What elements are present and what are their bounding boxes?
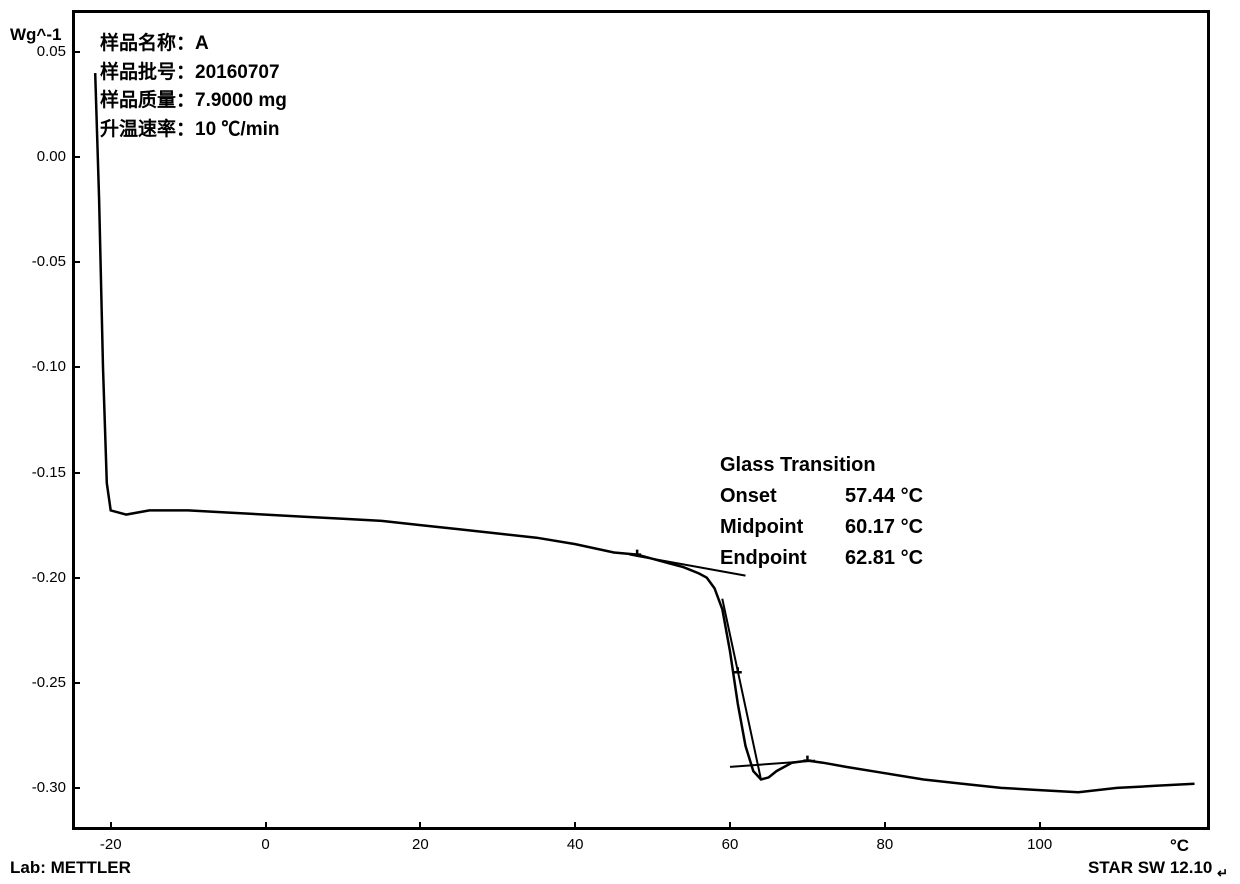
y-tick-label: -0.30 [18, 779, 66, 796]
transition-value: 60.17 °C [845, 512, 923, 543]
footer-lab-label: Lab: METTLER [10, 858, 131, 878]
y-tick-mark [72, 472, 80, 474]
sample-info-value: 20160707 [195, 62, 280, 83]
x-tick-mark [884, 822, 886, 830]
transition-marker [803, 756, 811, 762]
tangent-line [722, 599, 761, 780]
dsc-chart-container: Wg^-1 0.05 0.00 -0.05 -0.10 -0.15 -0.20 -0.25 -… [0, 0, 1240, 884]
sample-info-value: A [195, 33, 209, 54]
transition-label: Onset [720, 481, 845, 512]
x-tick-mark [265, 822, 267, 830]
x-tick-label: -20 [91, 836, 131, 853]
y-axis-label: Wg^-1 [10, 25, 61, 45]
x-tick-label: 100 [1020, 836, 1060, 853]
sample-info-row: 样品名称：A [100, 30, 287, 59]
sample-info-label: 样品名称： [100, 33, 195, 54]
y-tick-label: -0.15 [18, 464, 66, 481]
transition-label: Midpoint [720, 512, 845, 543]
x-tick-mark [574, 822, 576, 830]
x-tick-mark [729, 822, 731, 830]
x-tick-label: 0 [246, 836, 286, 853]
sample-info-label: 升温速率： [100, 119, 195, 140]
x-tick-label: 80 [865, 836, 905, 853]
footer-cursor-icon: ↵ [1217, 865, 1228, 880]
sample-info-label: 样品批号： [100, 62, 195, 83]
y-tick-mark [72, 261, 80, 263]
transition-value: 62.81 °C [845, 543, 923, 574]
sample-info-row: 升温速率：10 ℃/min [100, 116, 287, 145]
x-tick-mark [419, 822, 421, 830]
footer-software-text: STAR SW 12.10 [1088, 858, 1212, 877]
y-tick-mark [72, 682, 80, 684]
x-tick-label: 40 [555, 836, 595, 853]
y-tick-label: -0.10 [18, 358, 66, 375]
y-tick-mark [72, 51, 80, 53]
transition-marker [633, 550, 641, 556]
x-tick-label: 60 [710, 836, 750, 853]
y-tick-label: 0.00 [18, 148, 66, 165]
sample-info-row: 样品质量：7.9000 mg [100, 87, 287, 116]
y-tick-label: -0.20 [18, 569, 66, 586]
sample-info-label: 样品质量： [100, 90, 195, 111]
tangent-line [730, 761, 815, 767]
x-tick-mark [110, 822, 112, 830]
transition-label: Endpoint [720, 543, 845, 574]
transition-row: Midpoint60.17 °C [720, 512, 923, 543]
glass-transition-block: Glass TransitionOnset57.44 °CMidpoint60.… [720, 450, 923, 574]
y-tick-label: 0.05 [18, 43, 66, 60]
sample-info-block: 样品名称：A样品批号：20160707样品质量：7.9000 mg升温速率：10… [100, 30, 287, 144]
y-tick-label: -0.25 [18, 674, 66, 691]
sample-info-value: 7.9000 mg [195, 90, 287, 111]
transition-title: Glass Transition [720, 450, 923, 481]
y-tick-mark [72, 787, 80, 789]
transition-value: 57.44 °C [845, 481, 923, 512]
dsc-curve [95, 73, 1194, 792]
x-tick-label: 20 [400, 836, 440, 853]
y-tick-mark [72, 156, 80, 158]
x-tick-mark [1039, 822, 1041, 830]
x-axis-unit: °C [1170, 836, 1189, 856]
sample-info-row: 样品批号：20160707 [100, 59, 287, 88]
footer-software-label: STAR SW 12.10 ↵ [1088, 858, 1228, 881]
y-tick-mark [72, 366, 80, 368]
transition-marker [734, 667, 742, 673]
transition-row: Onset57.44 °C [720, 481, 923, 512]
sample-info-value: 10 ℃/min [195, 119, 279, 140]
y-tick-label: -0.05 [18, 253, 66, 270]
y-tick-mark [72, 577, 80, 579]
transition-row: Endpoint62.81 °C [720, 543, 923, 574]
